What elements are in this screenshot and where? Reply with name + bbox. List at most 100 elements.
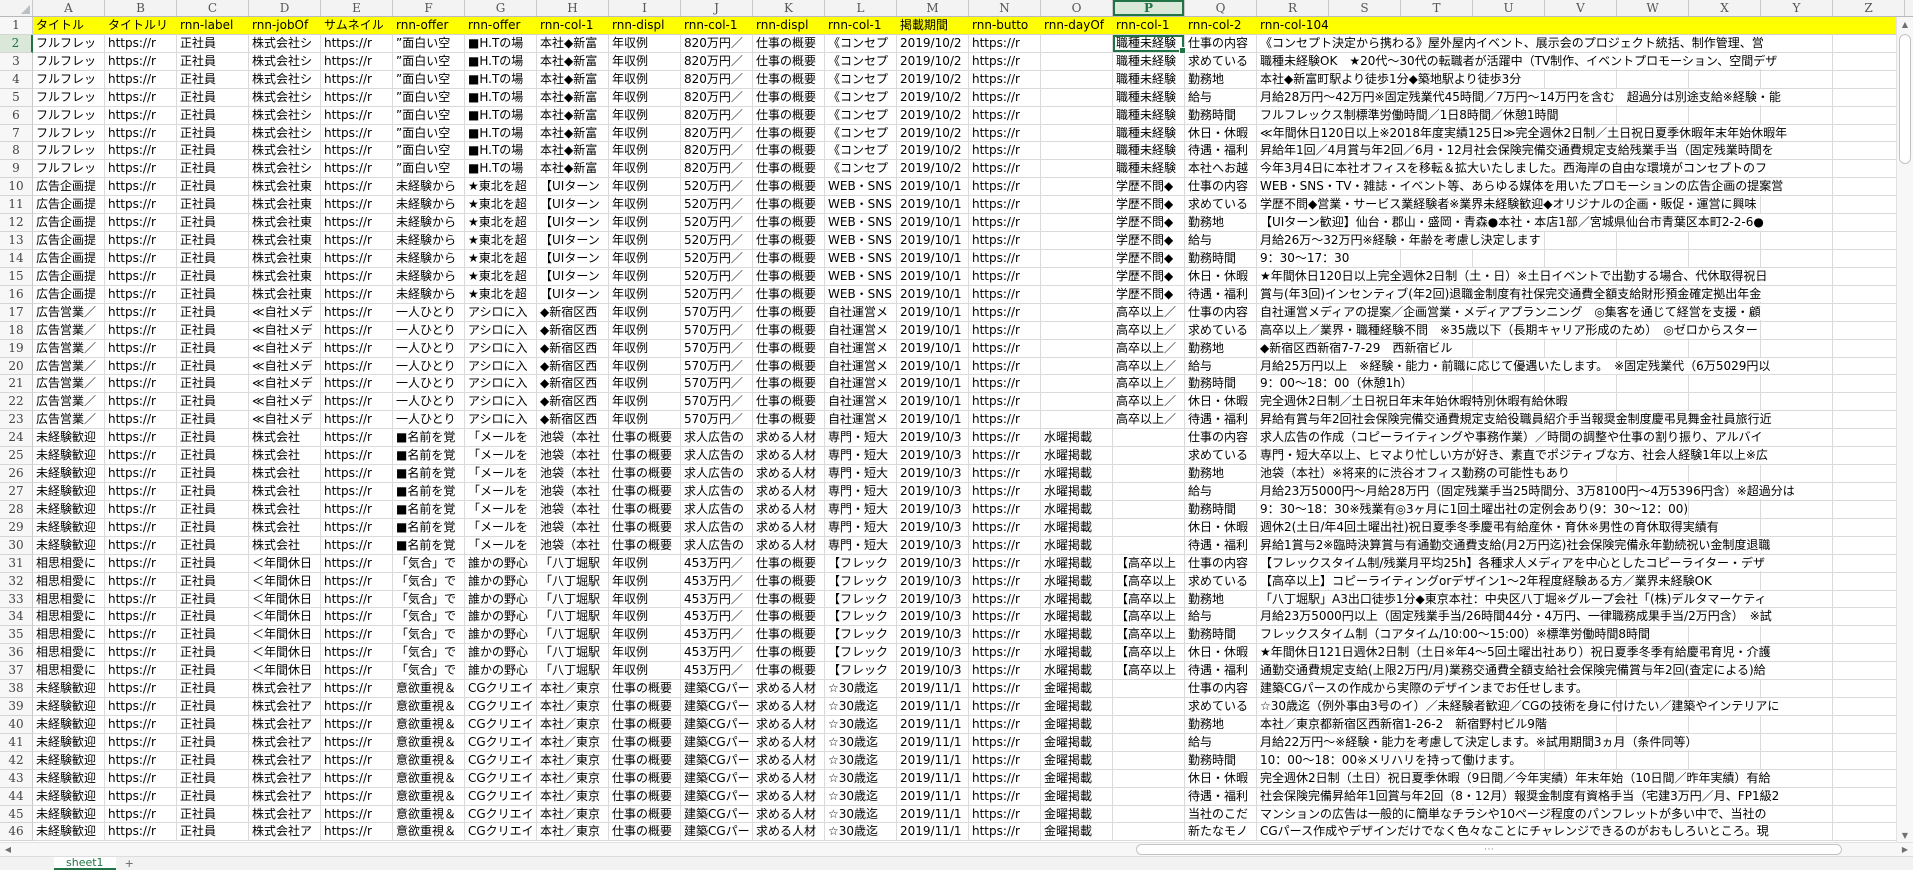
cell-Y26[interactable]	[1761, 465, 1833, 483]
cell-R11[interactable]: 学歴不問◆営業・サービス業経験者※業界未経験歓迎◆オリジナルの企画・販促・運営に…	[1257, 196, 1757, 215]
cell-V4[interactable]	[1545, 70, 1617, 89]
cell-F13[interactable]: 未経験から	[393, 232, 465, 250]
cell-F39[interactable]: 意欲重視＆	[393, 698, 465, 716]
cell-R3[interactable]: 職種未経験OK ★20代〜30代の転職者が活躍中（TV制作、イベントプロモーショ…	[1257, 52, 1778, 71]
cell-C16[interactable]: 正社員	[177, 285, 249, 304]
cell-K32[interactable]: 仕事の概要	[753, 572, 825, 591]
cell-B12[interactable]: https://r	[105, 214, 177, 233]
cell-X29[interactable]	[1689, 518, 1761, 537]
cell-H13[interactable]: 【UIターン	[537, 232, 609, 250]
cell-H37[interactable]: 「八丁堀駅	[537, 662, 609, 681]
cell-A12[interactable]: 広告企画提	[33, 214, 105, 233]
cell-X14[interactable]	[1689, 249, 1761, 268]
cell-Z3[interactable]	[1833, 52, 1905, 71]
cell-Z1[interactable]	[1833, 17, 1905, 35]
cell-Y1[interactable]	[1761, 17, 1833, 35]
cell-F11[interactable]: 未経験から	[393, 196, 465, 215]
column-header-V[interactable]: V	[1545, 0, 1617, 16]
cell-Z5[interactable]	[1833, 88, 1905, 107]
cell-K39[interactable]: 求める人材	[753, 698, 825, 716]
cell-I8[interactable]: 年収例	[609, 142, 681, 161]
cell-C36[interactable]: 正社員	[177, 644, 249, 663]
cell-Q21[interactable]: 勤務時間	[1185, 375, 1257, 394]
cell-B18[interactable]: https://r	[105, 321, 177, 340]
cell-N43[interactable]: https://r	[969, 769, 1041, 788]
cell-Y22[interactable]	[1761, 393, 1833, 412]
cell-L31[interactable]: 【フレック	[825, 554, 897, 573]
cell-Z42[interactable]	[1833, 751, 1905, 770]
column-header-O[interactable]: O	[1041, 0, 1113, 16]
cell-N19[interactable]: https://r	[969, 339, 1041, 358]
cell-W6[interactable]	[1617, 106, 1689, 125]
cell-P12[interactable]: 学歴不問◆	[1113, 214, 1185, 233]
cell-P4[interactable]: 職種未経験	[1113, 70, 1185, 89]
cell-L27[interactable]: 専門・短大	[825, 482, 897, 501]
cell-I35[interactable]: 年収例	[609, 626, 681, 645]
column-header-I[interactable]: I	[609, 0, 681, 16]
cell-I30[interactable]: 仕事の概要	[609, 536, 681, 555]
cell-B10[interactable]: https://r	[105, 178, 177, 197]
cell-H27[interactable]: 池袋（本社	[537, 482, 609, 501]
cell-C30[interactable]: 正社員	[177, 536, 249, 555]
cell-J27[interactable]: 求人広告の	[681, 482, 753, 501]
cell-I17[interactable]: 年収例	[609, 303, 681, 322]
cell-K3[interactable]: 仕事の概要	[753, 52, 825, 71]
cell-J22[interactable]: 570万円／	[681, 393, 753, 412]
cell-O18[interactable]	[1041, 321, 1113, 340]
cell-D4[interactable]: 株式会社シ	[249, 70, 321, 89]
cell-O29[interactable]: 水曜掲載	[1041, 518, 1113, 537]
cell-M14[interactable]: 2019/10/1	[897, 249, 969, 268]
cell-A44[interactable]: 未経験歓迎	[33, 787, 105, 806]
cell-F1[interactable]: rnn-offer	[393, 17, 465, 35]
cell-K15[interactable]: 仕事の概要	[753, 267, 825, 286]
cell-O23[interactable]	[1041, 411, 1113, 430]
cell-G11[interactable]: ★東北を超	[465, 196, 537, 215]
cell-A18[interactable]: 広告営業／	[33, 321, 105, 340]
cell-J46[interactable]: 建築CGパー	[681, 823, 753, 842]
cell-O30[interactable]: 水曜掲載	[1041, 536, 1113, 555]
cell-I41[interactable]: 仕事の概要	[609, 733, 681, 752]
cell-R15[interactable]: ★年間休日120日以上完全週休2日制（土・日）※土日イベントで出勤する場合、代休…	[1257, 267, 1768, 286]
cell-G18[interactable]: アシロに入	[465, 321, 537, 340]
cell-H3[interactable]: 本社◆新富	[537, 52, 609, 71]
cell-D44[interactable]: 株式会社ア	[249, 787, 321, 806]
cell-P25[interactable]	[1113, 447, 1185, 466]
cell-A8[interactable]: フルフレッ	[33, 142, 105, 161]
cell-R23[interactable]: 昇給有賞与年2回社会保険完備交通費規定支給役職員紹介手当報奨金制度慶弔見舞金社員…	[1257, 411, 1772, 430]
cell-H16[interactable]: 【UIターン	[537, 285, 609, 304]
cell-D14[interactable]: 株式会社東	[249, 249, 321, 268]
cell-U4[interactable]	[1473, 70, 1545, 89]
cell-M9[interactable]: 2019/10/2	[897, 160, 969, 179]
cell-R10[interactable]: WEB・SNS・TV・雑誌・イベント等、あらゆる媒体を用いたプロモーションの広告…	[1257, 178, 1784, 197]
cell-M30[interactable]: 2019/10/3	[897, 536, 969, 555]
cell-R41[interactable]: 月給22万円〜※経験・能力を考慮して決定します。※試用期間3ヵ月（条件同等）	[1257, 733, 1698, 752]
cell-K36[interactable]: 仕事の概要	[753, 644, 825, 663]
cell-M7[interactable]: 2019/10/2	[897, 124, 969, 143]
cell-Q32[interactable]: 求めている	[1185, 572, 1257, 591]
cell-P9[interactable]: 職種未経験	[1113, 160, 1185, 179]
cell-P10[interactable]: 学歴不問◆	[1113, 178, 1185, 197]
cell-H11[interactable]: 【UIターン	[537, 196, 609, 215]
cell-Q44[interactable]: 待遇・福利	[1185, 787, 1257, 806]
cell-O33[interactable]: 水曜掲載	[1041, 590, 1113, 609]
cell-K35[interactable]: 仕事の概要	[753, 626, 825, 645]
row-header-4[interactable]: 4	[0, 70, 33, 89]
cell-R6[interactable]: フルフレックス制標準労働時間／1日8時間／休憩1時間	[1257, 106, 1559, 125]
cell-Q34[interactable]: 給与	[1185, 608, 1257, 627]
cell-Y12[interactable]	[1761, 214, 1833, 233]
cell-L30[interactable]: 専門・短大	[825, 536, 897, 555]
cell-H26[interactable]: 池袋（本社	[537, 465, 609, 483]
row-header-46[interactable]: 46	[0, 823, 33, 842]
cell-E18[interactable]: https://r	[321, 321, 393, 340]
cell-F46[interactable]: 意欲重視＆	[393, 823, 465, 842]
cell-M3[interactable]: 2019/10/2	[897, 52, 969, 71]
cell-H21[interactable]: ◆新宿区西	[537, 375, 609, 394]
cell-I11[interactable]: 年収例	[609, 196, 681, 215]
cell-H24[interactable]: 池袋（本社	[537, 429, 609, 448]
cell-A23[interactable]: 広告営業／	[33, 411, 105, 430]
cell-I43[interactable]: 仕事の概要	[609, 769, 681, 788]
cell-Q13[interactable]: 給与	[1185, 232, 1257, 250]
cell-H1[interactable]: rnn-col-1	[537, 17, 609, 35]
cell-C41[interactable]: 正社員	[177, 733, 249, 752]
cell-N20[interactable]: https://r	[969, 357, 1041, 376]
